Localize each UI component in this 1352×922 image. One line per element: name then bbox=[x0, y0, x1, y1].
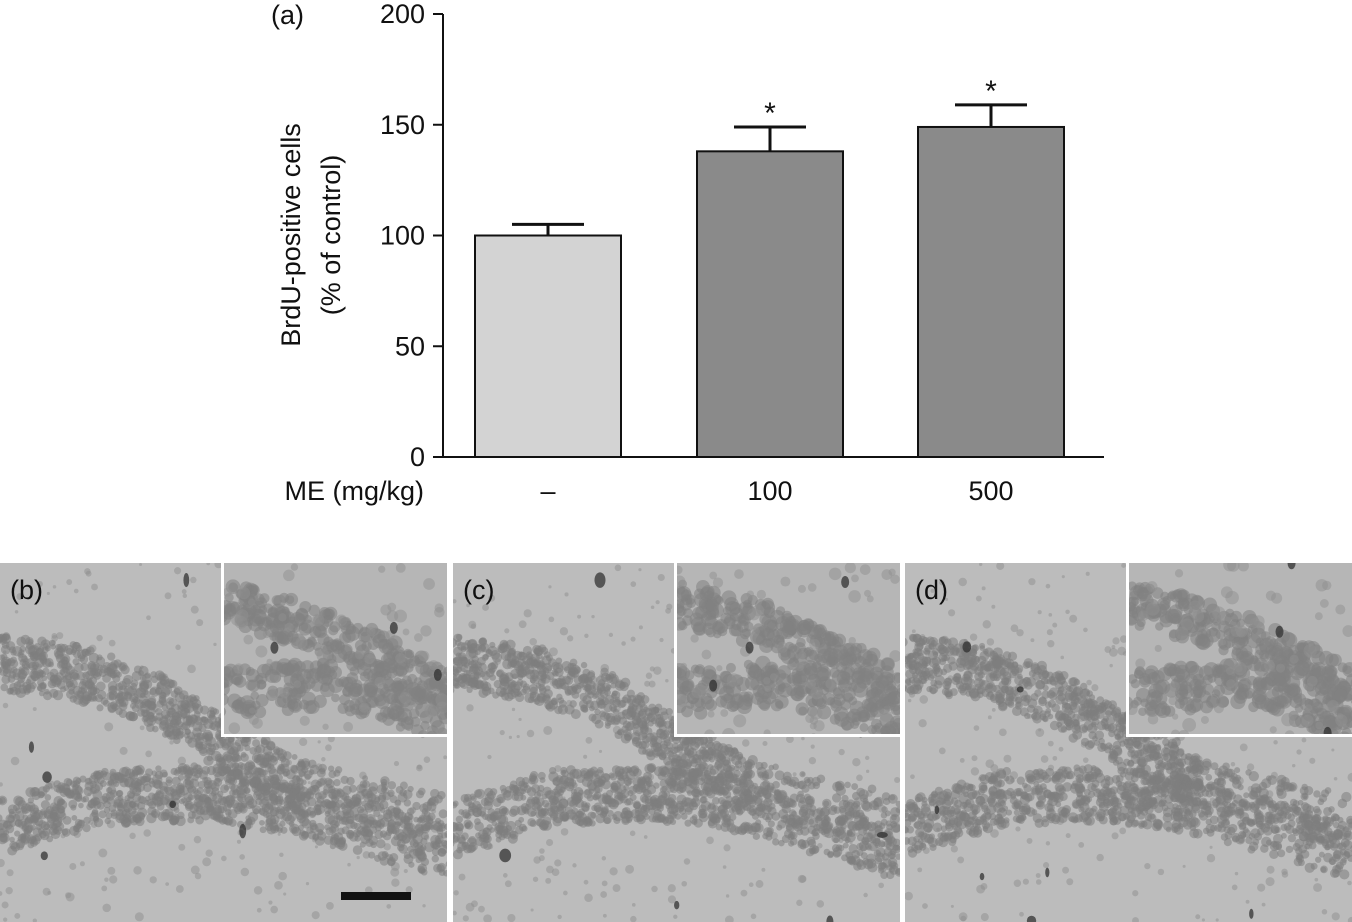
panel-label-b: (b) bbox=[10, 575, 43, 605]
bar bbox=[474, 234, 622, 458]
inset-image bbox=[1129, 563, 1352, 734]
y-tick-label: 50 bbox=[395, 331, 425, 361]
y-axis-label: BrdU-positive cells (% of control) bbox=[276, 123, 346, 347]
inset-image bbox=[677, 563, 900, 734]
micrograph-b: (b) bbox=[0, 563, 447, 922]
x-axis-label: ME (mg/kg) bbox=[284, 476, 424, 506]
y-axis-label-line1: BrdU-positive cells bbox=[276, 123, 306, 347]
y-tick-label: 200 bbox=[380, 0, 425, 29]
y-tick-label: 100 bbox=[380, 221, 425, 251]
significance-marker: * bbox=[764, 97, 776, 130]
panel-label-d: (d) bbox=[915, 575, 948, 605]
inset-image bbox=[224, 563, 447, 734]
scale-bar bbox=[341, 892, 411, 900]
bar bbox=[917, 125, 1065, 458]
x-tick-label: – bbox=[540, 476, 555, 506]
micrograph-inset bbox=[221, 563, 447, 737]
micrograph-d: (d) bbox=[905, 563, 1352, 922]
y-tick-label: 150 bbox=[380, 110, 425, 140]
y-tick-label: 0 bbox=[410, 442, 425, 472]
bar bbox=[696, 150, 844, 459]
micrograph-inset bbox=[1126, 563, 1352, 737]
micrograph-c: (c) bbox=[453, 563, 900, 922]
significance-marker: * bbox=[985, 75, 997, 108]
x-tick-label: 500 bbox=[968, 476, 1013, 506]
bar-chart: (a) BrdU-positive cells (% of control) 0… bbox=[271, 0, 1104, 506]
panel-label-a: (a) bbox=[271, 0, 304, 30]
y-axis-label-line2: (% of control) bbox=[316, 155, 346, 316]
panel-label-c: (c) bbox=[463, 575, 495, 605]
micrograph-inset bbox=[674, 563, 900, 737]
x-tick-label: 100 bbox=[747, 476, 792, 506]
